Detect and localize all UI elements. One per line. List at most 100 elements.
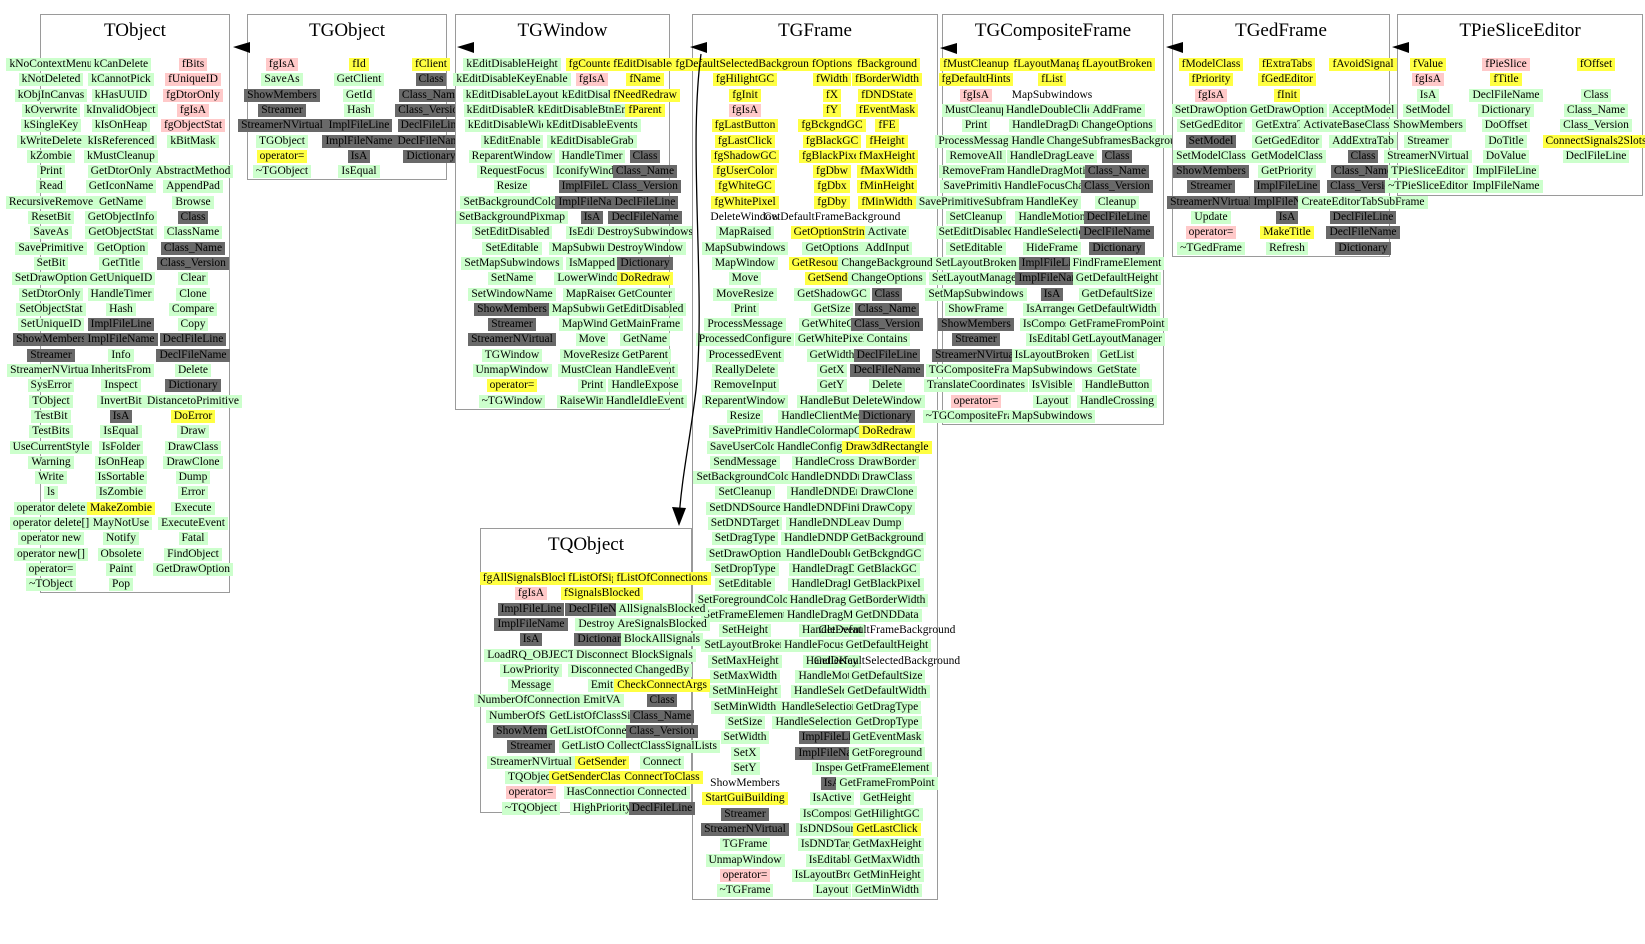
member-name[interactable]: Emit (587, 679, 617, 693)
member-name[interactable]: GetDefaultHeight (842, 639, 932, 653)
member-name[interactable]: SetDNDSource (706, 501, 784, 515)
member-name[interactable]: GetOptionString (790, 226, 874, 240)
member-name[interactable]: DeclFileLine (853, 348, 921, 362)
member-name[interactable]: operator= (256, 149, 308, 163)
member-name[interactable]: HandleCrossing (791, 455, 873, 469)
member-name[interactable]: IsMapped (566, 256, 618, 270)
member-name[interactable]: SetDtorOnly (18, 287, 84, 301)
member-name[interactable]: SaveAs (30, 226, 72, 240)
member-name[interactable]: Class_Version (1081, 180, 1153, 194)
member-name[interactable]: ShowMembers (1390, 119, 1466, 133)
member-name[interactable]: Streamer (1404, 134, 1452, 148)
member-name[interactable]: SetHeight (719, 624, 771, 638)
member-name[interactable]: ExecuteEvent (158, 517, 228, 530)
member-name[interactable]: fPieSlice (1482, 58, 1530, 71)
member-name[interactable]: Paint (106, 562, 136, 576)
member-name[interactable]: InvertBit (97, 394, 145, 408)
member-name[interactable]: fMaxWidth (857, 165, 917, 179)
member-name[interactable]: HandleDNDFinished (780, 501, 884, 515)
member-name[interactable]: Warning (28, 455, 74, 469)
member-name[interactable]: HandleTimer (558, 149, 626, 163)
member-name[interactable]: ReallyDelete (711, 364, 779, 377)
member-name[interactable]: SetModel (1402, 103, 1454, 117)
member-name[interactable]: ImplFileName (555, 195, 629, 209)
member-name[interactable]: Class_Name (854, 302, 920, 316)
member-name[interactable]: kCanDelete (90, 58, 152, 71)
member-name[interactable]: IsSortable (94, 471, 148, 485)
member-name[interactable]: ImplFileName (84, 333, 158, 347)
member-name[interactable]: StreamerNVirtual (932, 348, 1020, 362)
member-name[interactable]: DoRedraw (617, 272, 673, 286)
member-name[interactable]: AddExtraTab (1329, 134, 1397, 148)
member-name[interactable]: Class (1101, 149, 1133, 163)
member-name[interactable]: InheritsFrom (87, 364, 155, 377)
member-name[interactable]: UnmapWindow (705, 853, 785, 867)
member-name[interactable]: DestroySubwindows (594, 226, 696, 240)
member-name[interactable]: GetForeground (848, 746, 926, 760)
member-name[interactable]: HandleSelection (1010, 226, 1093, 240)
member-name[interactable]: kBitMask (167, 134, 219, 148)
member-name[interactable]: Pop (109, 578, 133, 592)
member-name[interactable]: fEventMask (855, 103, 919, 117)
member-name[interactable]: HandleButton (1081, 379, 1153, 393)
member-name[interactable]: StreamerNVirtual (1384, 149, 1472, 163)
member-name[interactable]: GetDragType (852, 700, 922, 714)
member-name[interactable]: SetY (730, 761, 760, 775)
member-name[interactable]: ImplFileLine (798, 731, 866, 745)
member-name[interactable]: kEditDisableHeight (463, 58, 561, 71)
member-name[interactable]: ~TPieSliceEditor (1385, 180, 1471, 194)
member-name[interactable]: ChangeBackground (838, 256, 936, 270)
member-name[interactable]: HandleDNDLeave (785, 517, 879, 530)
member-name[interactable]: ProcessMessage (935, 134, 1017, 148)
member-name[interactable]: ~TGWindow (478, 394, 546, 408)
member-name[interactable]: fModelClass (1178, 58, 1244, 71)
member-name[interactable]: MapSubwindows (701, 241, 789, 255)
member-name[interactable]: HandleDoubleClick (1003, 103, 1101, 117)
member-name[interactable]: operator= (719, 868, 771, 882)
member-name[interactable]: Dictionary (165, 379, 221, 393)
member-name[interactable]: MapRaised (715, 226, 775, 240)
member-name[interactable]: AreSignalsBlocked (614, 617, 710, 631)
member-name[interactable]: fUniqueID (165, 73, 221, 87)
member-name[interactable]: fFE (875, 119, 899, 133)
member-name[interactable]: DeclFileName (1080, 226, 1154, 240)
member-name[interactable]: Class_Version (1560, 119, 1632, 133)
member-name[interactable]: Dictionary (859, 409, 915, 423)
member-name[interactable]: SetDrawOption (1171, 103, 1251, 117)
member-name[interactable]: IsEqual (338, 165, 380, 179)
member-name[interactable]: GetMainFrame (606, 318, 684, 332)
member-name[interactable]: SetDrawOption (11, 272, 91, 286)
member-name[interactable]: Info (108, 348, 134, 362)
member-name[interactable]: SetModel (1185, 134, 1237, 148)
member-name[interactable]: fMaxHeight (855, 149, 919, 163)
member-name[interactable]: ls (44, 486, 58, 500)
member-name[interactable]: Dictionary (574, 633, 630, 647)
member-name[interactable]: DeclFileLine (628, 801, 696, 815)
member-name[interactable]: MustCleanup (558, 364, 626, 377)
member-name[interactable]: ImplFileLine (1472, 165, 1540, 179)
member-name[interactable]: GetMinHeight (850, 868, 924, 882)
member-name[interactable]: fgIsA (575, 73, 609, 87)
member-name[interactable]: GetDefaultSelectedBackground (813, 654, 961, 667)
member-name[interactable]: Class_Name (1563, 103, 1629, 117)
member-name[interactable]: TestBit (31, 409, 71, 423)
member-name[interactable]: NumberOfConnections (474, 694, 588, 708)
member-name[interactable]: GetGedEditor (1251, 134, 1323, 148)
member-name[interactable]: SetEditDisabled (471, 226, 553, 240)
member-name[interactable]: MoveResize (713, 287, 777, 301)
member-name[interactable]: Activate (864, 226, 910, 240)
member-name[interactable]: Delete (868, 379, 905, 393)
member-name[interactable]: CreateEditorTabSubFrame (1298, 195, 1428, 209)
member-name[interactable]: GetLayoutManager (1068, 333, 1166, 347)
member-name[interactable]: fHeight (866, 134, 908, 148)
member-name[interactable]: Layout (1032, 394, 1072, 408)
member-name[interactable]: GetListOfClassSignals (546, 709, 658, 723)
member-name[interactable]: DrawClass (858, 471, 916, 485)
member-name[interactable]: fNeedRedraw (610, 88, 680, 102)
member-name[interactable]: StreamerNVirtual (238, 119, 326, 133)
member-name[interactable]: fgWhitePixel (711, 195, 779, 209)
member-name[interactable]: HandleFocusChange (1001, 180, 1103, 194)
member-name[interactable]: SetEditable (715, 578, 775, 592)
member-name[interactable]: MapSubwindows (1008, 409, 1096, 423)
member-name[interactable]: kMustCleanup (84, 149, 158, 163)
